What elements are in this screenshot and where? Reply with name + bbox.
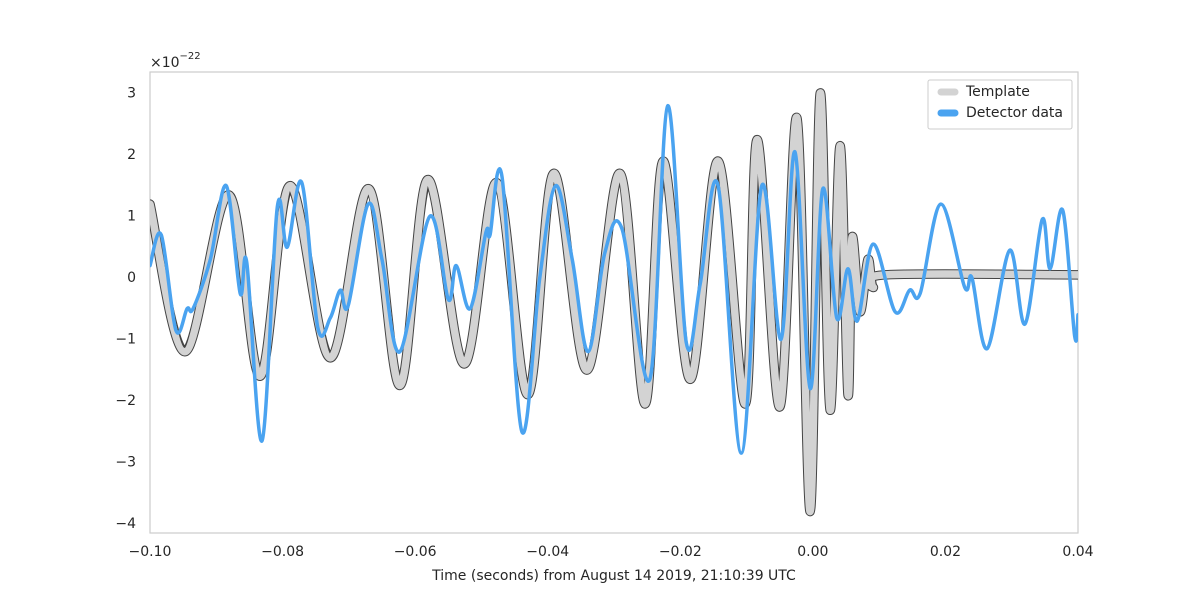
y-tick-label: −1 — [115, 331, 136, 347]
y-tick-label: 2 — [127, 147, 136, 163]
offset-text: ×10−22 — [150, 51, 201, 71]
x-tick-label: 0.04 — [1062, 544, 1093, 560]
series-line — [150, 104, 1078, 455]
plot-frame — [149, 71, 1079, 534]
plot-area — [150, 88, 1078, 517]
y-tick-label: 3 — [127, 86, 136, 102]
x-tick-label: −0.04 — [526, 544, 569, 560]
x-tick-label: 0.00 — [797, 544, 828, 560]
x-tick-label: −0.10 — [129, 544, 172, 560]
offset-exponent: −22 — [180, 51, 201, 62]
x-tick-label: −0.08 — [261, 544, 304, 560]
series-outline — [150, 88, 1078, 517]
legend-box — [927, 79, 1073, 130]
y-tick-label: −3 — [115, 454, 136, 470]
y-tick-label: 1 — [127, 208, 136, 224]
series-line — [150, 89, 1078, 516]
offset-base: ×10 — [150, 55, 180, 71]
legend-label: Template — [965, 84, 1030, 100]
x-tick-label: −0.06 — [394, 544, 437, 560]
y-tick-label: −4 — [115, 516, 136, 532]
y-tick-label: −2 — [115, 393, 136, 409]
legend-label: Detector data — [966, 105, 1063, 121]
y-tick-label: 0 — [127, 270, 136, 286]
x-tick-label: −0.02 — [659, 544, 702, 560]
x-axis-label: Time (seconds) from August 14 2019, 21:1… — [431, 568, 796, 584]
x-tick-label: 0.02 — [930, 544, 961, 560]
